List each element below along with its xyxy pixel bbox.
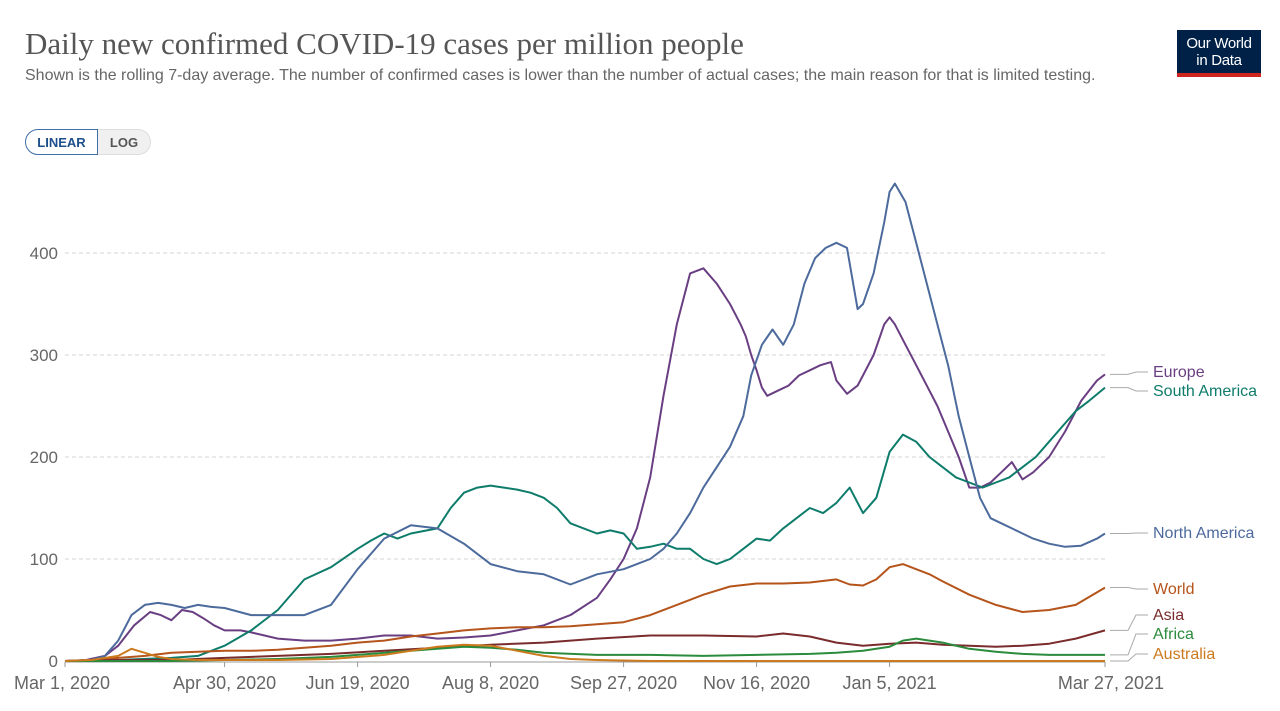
x-tick-label: Mar 27, 2021 — [1058, 673, 1164, 693]
x-tick-label: Nov 16, 2020 — [703, 673, 810, 693]
y-tick-label: 400 — [30, 244, 58, 263]
series-line-africa[interactable] — [65, 637, 1105, 662]
series-line-europe[interactable] — [64, 267, 1106, 662]
y-tick-label: 100 — [30, 550, 58, 569]
series-line-world[interactable] — [64, 563, 1106, 662]
chart-subtitle: Shown is the rolling 7-day average. The … — [25, 67, 1096, 84]
chart-title: Daily new confirmed COVID-19 cases per m… — [25, 26, 744, 61]
series-label-europe[interactable]: Europe — [1153, 364, 1205, 381]
y-axis-ticks: 0 100 200 300 400 — [30, 244, 58, 671]
label-connector — [1110, 614, 1148, 631]
series-line-asia[interactable] — [64, 629, 1106, 662]
x-tick-label: Sep 27, 2020 — [570, 673, 677, 693]
series-line-south-america[interactable] — [64, 386, 1106, 662]
series-labels: Europe South America North America World Asi… — [1110, 364, 1257, 663]
x-tick-label: Jun 19, 2020 — [306, 673, 410, 693]
logo-line-2: in Data — [1196, 51, 1242, 69]
x-tick-label: Aug 8, 2020 — [442, 673, 539, 693]
owid-logo[interactable]: Our World in Data — [1177, 30, 1261, 77]
series-label-world[interactable]: World — [1153, 581, 1195, 598]
scale-toggle: LINEAR LOG — [25, 129, 151, 155]
log-scale-button[interactable]: LOG — [98, 129, 151, 155]
series-label-north-america[interactable]: North America — [1153, 525, 1254, 542]
series-line-australia[interactable] — [64, 643, 1105, 662]
logo-line-1: Our World — [1186, 34, 1252, 52]
series-label-south-america[interactable]: South America — [1153, 383, 1257, 400]
series-line-north-america[interactable] — [64, 182, 1106, 662]
series-lines — [64, 182, 1106, 662]
linear-scale-button[interactable]: LINEAR — [25, 129, 98, 155]
series-label-africa[interactable]: Africa — [1153, 626, 1194, 643]
label-connector — [1110, 633, 1148, 656]
y-tick-label: 0 — [49, 652, 58, 671]
x-tick-label: Mar 1, 2020 — [14, 673, 110, 693]
series-label-asia[interactable]: Asia — [1153, 607, 1184, 624]
label-connector — [1110, 587, 1148, 590]
y-tick-label: 200 — [30, 448, 58, 467]
x-tick-label: Jan 5, 2021 — [843, 673, 937, 693]
y-tick-label: 300 — [30, 346, 58, 365]
gridlines — [65, 252, 1105, 560]
label-connector — [1110, 387, 1148, 392]
series-label-australia[interactable]: Australia — [1153, 646, 1215, 663]
label-connector — [1110, 653, 1148, 662]
x-tick-label: Apr 30, 2020 — [173, 673, 276, 693]
x-axis-ticks: Mar 1, 2020 Apr 30, 2020 Jun 19, 2020 Aug 8… — [14, 662, 1164, 693]
label-connector — [1110, 532, 1148, 534]
label-connector — [1110, 371, 1148, 375]
